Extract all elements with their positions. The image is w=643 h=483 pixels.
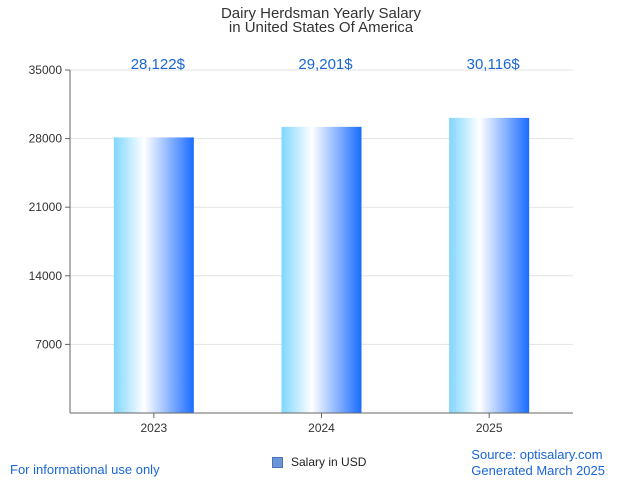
- bar: [281, 126, 362, 413]
- y-tick-label: 7000: [35, 337, 62, 351]
- data-label: 28,122$: [131, 56, 186, 73]
- y-tick-label: 28000: [29, 132, 63, 146]
- legend: Salary in USD: [272, 455, 366, 469]
- generated-date: Generated March 2025: [471, 463, 605, 478]
- disclaimer-text: For informational use only: [10, 462, 160, 477]
- y-tick-label: 35000: [29, 63, 63, 77]
- bars: [113, 117, 530, 414]
- bar: [449, 117, 530, 414]
- x-tick-label: 2023: [140, 421, 167, 435]
- legend-label: Salary in USD: [291, 455, 367, 469]
- labels: 28,122$ 29,201$ 30,116$: [131, 56, 521, 73]
- data-label: 29,201$: [298, 56, 353, 73]
- y-tick-label: 14000: [29, 269, 63, 283]
- legend-swatch: [272, 456, 283, 468]
- data-label: 30,116$: [467, 56, 521, 73]
- source-link[interactable]: Source: optisalary.com: [471, 447, 603, 462]
- bar: [113, 137, 194, 413]
- chart-title-line-1: Dairy Herdsman Yearly Salary: [221, 5, 422, 22]
- y-tick-label: 21000: [29, 200, 63, 214]
- x-tick-label: 2025: [476, 421, 503, 435]
- chart-title-line-2: in United States Of America: [229, 19, 414, 36]
- x-tick-label: 2024: [308, 421, 335, 435]
- axes: 7000 14000 21000 28000 35000 2023 2024 2025: [29, 63, 573, 435]
- footer-source-block: Source: optisalary.com Generated March 2…: [471, 447, 605, 479]
